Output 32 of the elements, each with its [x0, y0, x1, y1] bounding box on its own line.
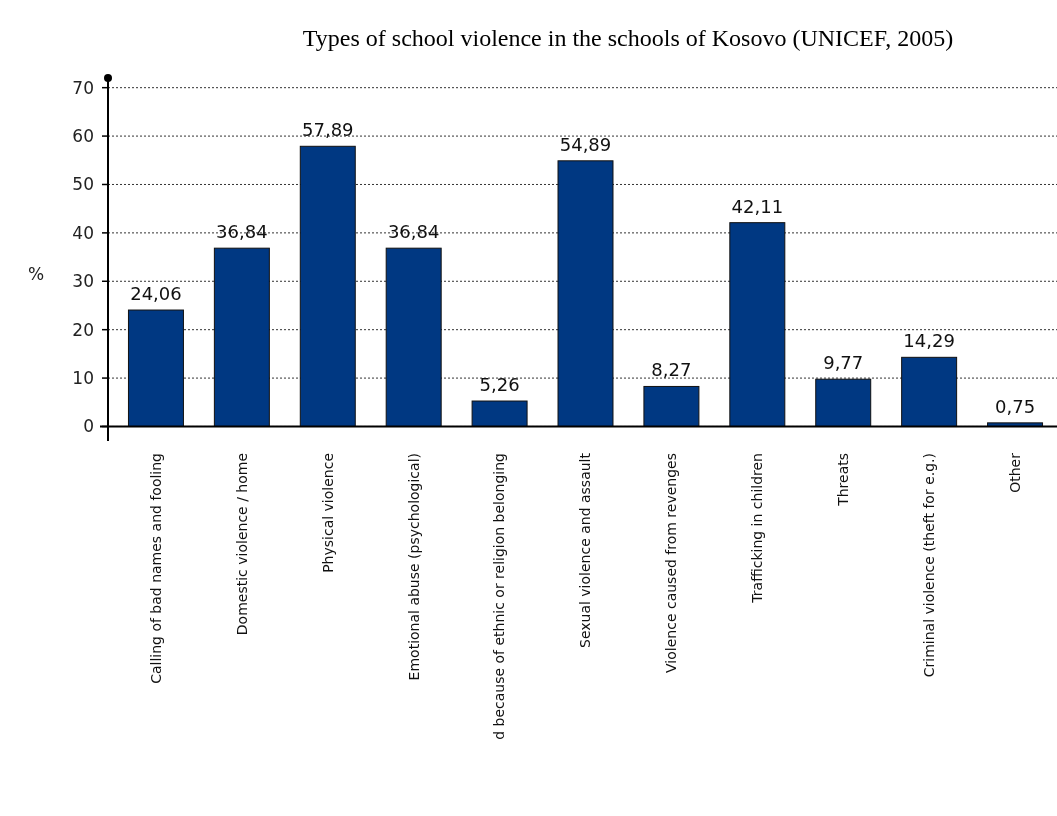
data-label: 24,06: [130, 283, 182, 305]
x-tick-label: Calling of bad names and fooling: [147, 453, 164, 684]
y-tick-label: 0: [83, 416, 94, 437]
x-tick-label: Sexual violence and assault: [577, 452, 594, 648]
data-label: 54,89: [559, 133, 612, 155]
y-tick-label: 40: [72, 222, 94, 243]
x-tick-label: Criminal violence (theft for e.g.): [921, 453, 938, 678]
data-label: 14,29: [903, 330, 955, 352]
x-tick-label: Emotional abuse (psychological): [405, 453, 422, 681]
data-label: 0,75: [995, 395, 1036, 417]
y-tick-label: 20: [72, 319, 94, 340]
data-label: 8,27: [651, 359, 692, 381]
x-tick-label: Other: [1006, 452, 1023, 493]
y-tick-label: 50: [72, 174, 94, 195]
y-tick-label: 30: [72, 271, 94, 292]
y-tick-label: 10: [72, 368, 94, 389]
y-tick-label: 60: [72, 126, 94, 147]
x-tick-label: Trafficking in children: [749, 453, 766, 604]
x-tick-label: Physical violence: [319, 453, 336, 573]
data-label: 36,84: [216, 221, 268, 243]
data-label: 57,89: [302, 119, 354, 141]
data-label: 42,11: [731, 195, 784, 217]
x-tick-label: Threats: [835, 453, 852, 507]
y-tick-label: 70: [72, 77, 94, 98]
data-label: 9,77: [823, 352, 864, 374]
data-label: 5,26: [479, 374, 520, 396]
y-axis-title: %: [28, 263, 45, 284]
data-label: 36,84: [387, 221, 440, 243]
chart-title: Types of school violence in the schools of Kosovo (UNICEF, 2005): [302, 25, 954, 51]
x-tick-label: Domestic violence / home: [233, 453, 250, 636]
x-tick-label: d because of ethnic or religion belonging: [491, 453, 508, 740]
x-tick-label: Violence caused from revenges: [663, 453, 680, 673]
